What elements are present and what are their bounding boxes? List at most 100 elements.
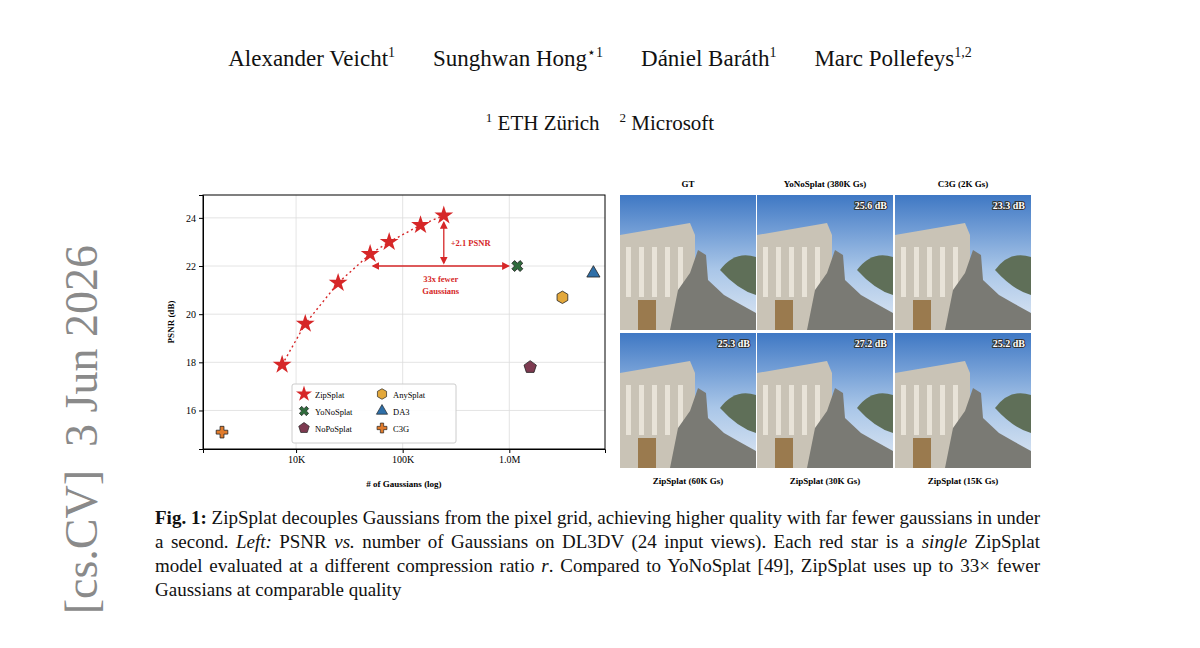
figure: [cs.CV] 3 Jun 202610K100K1.0M1618202224#… bbox=[0, 0, 1200, 648]
affiliation-name: ETH Zürich bbox=[498, 111, 600, 135]
affiliation-mark: 2 bbox=[620, 110, 627, 125]
arxiv-stamp: [cs.CV] 3 Jun 2026 bbox=[56, 245, 107, 614]
plot-frame bbox=[203, 195, 605, 449]
image-door bbox=[775, 300, 793, 330]
image-tree bbox=[857, 393, 893, 433]
annotation-line: 33x fewer bbox=[423, 274, 458, 284]
legend-label: C3G bbox=[393, 424, 409, 434]
image-tree bbox=[720, 393, 756, 433]
image-panel bbox=[620, 195, 756, 330]
author-name: Dániel Baráth bbox=[641, 46, 769, 71]
tick-mark bbox=[199, 218, 203, 219]
caption-text: single bbox=[922, 531, 967, 552]
image-column bbox=[927, 247, 932, 297]
psnr-label: 25.6 dB bbox=[855, 200, 888, 211]
y-axis-title: PSNR (dB) bbox=[166, 301, 176, 344]
image-sky bbox=[895, 195, 1031, 330]
chart: 10K100K1.0M1618202224# of Gaussians (log… bbox=[166, 195, 606, 489]
author-name: Sunghwan Hong bbox=[433, 46, 587, 71]
tick-label: 10K bbox=[288, 454, 306, 465]
psnr-label: 25.2 dB bbox=[993, 338, 1026, 349]
tick: 10K bbox=[288, 449, 306, 465]
image-column bbox=[776, 247, 781, 297]
image-column bbox=[940, 385, 945, 435]
affiliation-name: Microsoft bbox=[631, 111, 714, 135]
affiliation-mark: 1 bbox=[486, 110, 493, 125]
grid bbox=[203, 195, 605, 449]
x-axis-title: # of Gaussians (log) bbox=[366, 479, 441, 489]
plot-background bbox=[203, 195, 605, 449]
tick-label: 100K bbox=[392, 454, 415, 465]
image-door bbox=[638, 438, 656, 468]
image-column bbox=[789, 247, 794, 297]
x-axis: 10K 100K 1.0M bbox=[204, 449, 606, 465]
legend-label: ZipSplat bbox=[315, 390, 345, 400]
image-statue bbox=[670, 388, 756, 468]
tick: 18 bbox=[186, 357, 203, 368]
image-column bbox=[652, 385, 657, 435]
image-column bbox=[626, 385, 631, 435]
data-point bbox=[380, 232, 399, 250]
legend-label: AnySplat bbox=[393, 390, 426, 400]
image-tree bbox=[857, 255, 893, 295]
image-column bbox=[665, 247, 670, 297]
annotation-arrow bbox=[443, 222, 444, 263]
tick: 1.0M bbox=[499, 449, 520, 465]
tick-label: 20 bbox=[186, 309, 196, 320]
image-statue bbox=[945, 250, 1031, 330]
series-line bbox=[282, 215, 444, 364]
legend-label: NoPoSplat bbox=[315, 424, 352, 434]
annotation-text: 33x fewer Gaussians bbox=[422, 274, 460, 296]
psnr-label: 23.3 dB bbox=[993, 200, 1026, 211]
image-column bbox=[927, 385, 932, 435]
tick-mark bbox=[199, 410, 203, 411]
tick-mark bbox=[509, 449, 510, 453]
tick-label: 18 bbox=[186, 357, 196, 368]
psnr-label: 25.3 dB bbox=[718, 338, 751, 349]
affiliation: 1 ETH Zürich bbox=[486, 111, 600, 135]
y-axis: 1618202224 bbox=[186, 196, 204, 450]
image-door bbox=[775, 438, 793, 468]
image-footer: ZipSplat (60K Gs) bbox=[653, 476, 724, 486]
tick: 20 bbox=[186, 309, 203, 320]
annotations: +2.1 PSNR33x fewerGaussians bbox=[373, 222, 508, 296]
legend-marker bbox=[297, 404, 311, 418]
image-header: C3G (2K Gs) bbox=[938, 179, 989, 189]
data-point bbox=[273, 355, 292, 373]
image-footer: ZipSplat (15K Gs) bbox=[928, 476, 999, 486]
caption-text: vs. bbox=[334, 531, 355, 552]
image-sky bbox=[620, 195, 756, 330]
data-point bbox=[411, 215, 430, 233]
data-point bbox=[216, 426, 228, 438]
image-column bbox=[802, 385, 807, 435]
image-door bbox=[913, 438, 931, 468]
image-tree bbox=[995, 393, 1031, 433]
data-point bbox=[361, 244, 380, 262]
psnr-label: 27.2 dB bbox=[855, 338, 888, 349]
image-door bbox=[913, 300, 931, 330]
image-tree bbox=[995, 255, 1031, 295]
tick-label: 16 bbox=[186, 405, 196, 416]
data-point bbox=[296, 314, 315, 332]
author-name: Marc Pollefeys bbox=[814, 46, 954, 71]
author: Marc Pollefeys1,2 bbox=[814, 46, 971, 71]
annotation-line: Gaussians bbox=[422, 286, 460, 296]
caption-text: number of Gaussians on DL3DV (24 input v… bbox=[355, 531, 922, 552]
legend-label: DA3 bbox=[393, 407, 410, 417]
legend-marker bbox=[296, 386, 312, 401]
author: Dániel Baráth1 bbox=[641, 46, 776, 71]
tick-mark bbox=[403, 449, 404, 453]
author-affiliation-mark: 1,2 bbox=[954, 45, 972, 60]
grid-line-y bbox=[203, 314, 605, 315]
image-statue bbox=[807, 250, 893, 330]
image-column bbox=[639, 247, 644, 297]
image-column bbox=[901, 247, 906, 297]
image-sky bbox=[620, 333, 756, 468]
image-panel: 23.3 dB bbox=[895, 195, 1031, 330]
legend-marker bbox=[377, 423, 387, 433]
image-column bbox=[901, 385, 906, 435]
tick: 24 bbox=[186, 213, 203, 224]
legend-marker bbox=[377, 389, 386, 400]
image-statue bbox=[670, 250, 756, 330]
image-panel: 25.6 dB bbox=[757, 195, 893, 330]
